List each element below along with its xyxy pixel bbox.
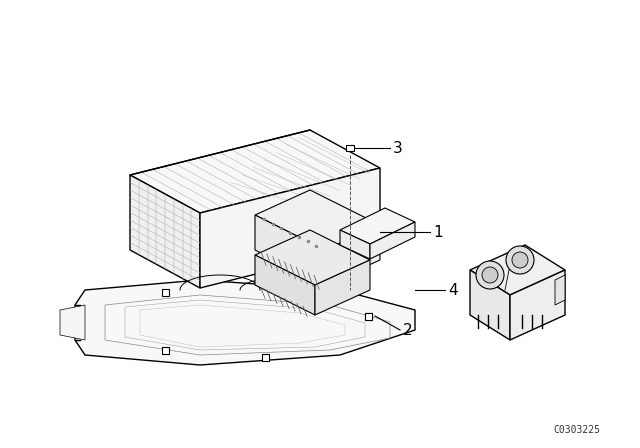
Bar <box>161 289 168 296</box>
Text: 2: 2 <box>403 323 413 337</box>
Bar <box>365 313 371 319</box>
Bar <box>365 313 371 319</box>
Polygon shape <box>470 270 510 340</box>
Text: 4: 4 <box>448 283 458 297</box>
Circle shape <box>512 252 528 268</box>
Polygon shape <box>370 222 415 259</box>
Circle shape <box>476 261 504 289</box>
Polygon shape <box>130 175 200 288</box>
Polygon shape <box>255 255 315 315</box>
Text: 3: 3 <box>393 141 403 155</box>
Polygon shape <box>255 215 325 285</box>
Polygon shape <box>470 245 565 295</box>
Bar <box>262 353 269 361</box>
Bar <box>346 145 354 151</box>
Polygon shape <box>340 208 415 244</box>
Polygon shape <box>75 280 415 365</box>
Polygon shape <box>255 190 380 250</box>
Text: C0303225: C0303225 <box>553 425 600 435</box>
Bar <box>161 346 168 353</box>
Polygon shape <box>60 305 85 340</box>
Polygon shape <box>315 260 370 315</box>
Polygon shape <box>130 130 380 213</box>
Polygon shape <box>555 275 565 305</box>
Polygon shape <box>510 270 565 340</box>
Polygon shape <box>340 230 370 259</box>
Circle shape <box>506 246 534 274</box>
Polygon shape <box>200 168 380 288</box>
Circle shape <box>482 267 498 283</box>
Polygon shape <box>325 225 380 285</box>
Polygon shape <box>255 230 370 285</box>
Text: 1: 1 <box>433 224 443 240</box>
